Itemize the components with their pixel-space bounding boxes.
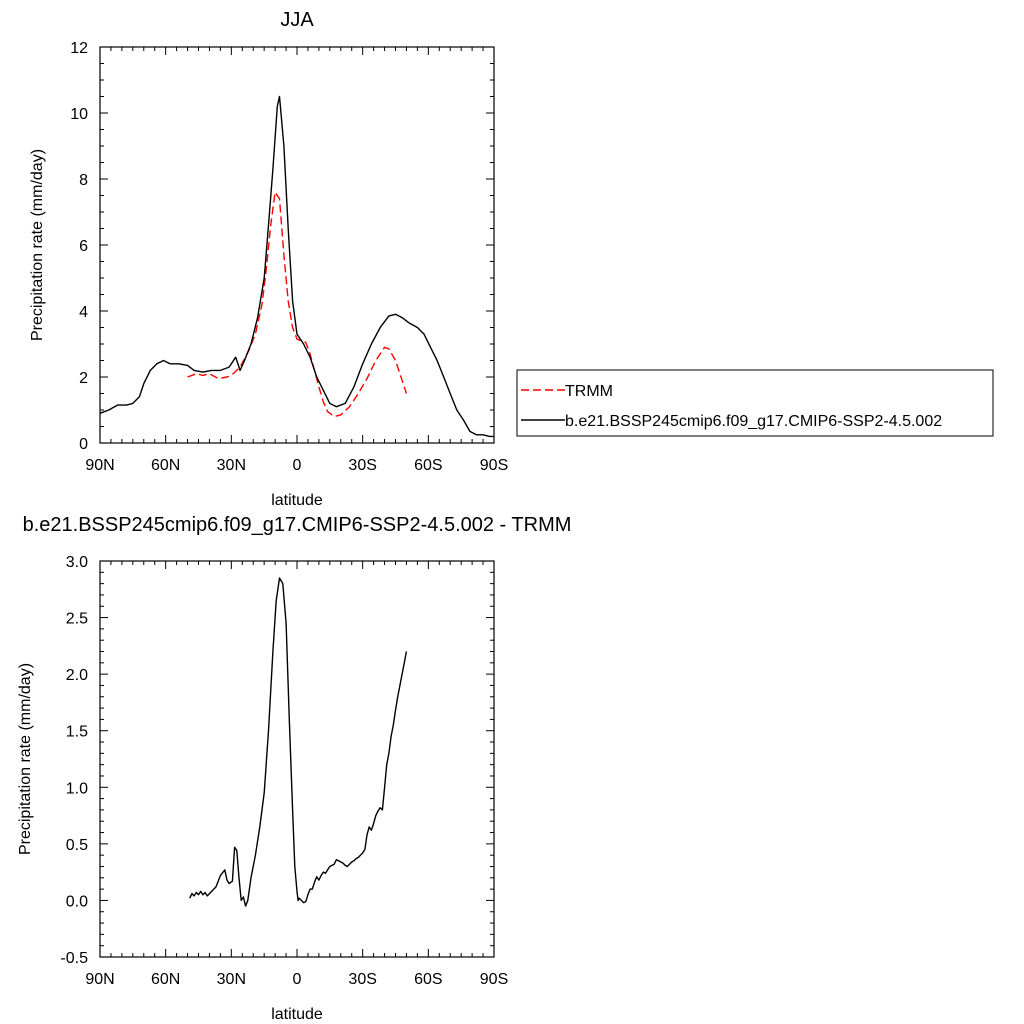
chart-panel-2: 90N 60N 30N 0 30S 60S 90S -0.5 0.0 0.5 1.0 1.5 2.0 2.… — [17, 514, 571, 1023]
legend-box — [516, 369, 994, 437]
x-tick-label: 90N — [85, 971, 114, 988]
x-tick-label: 60S — [414, 457, 442, 474]
x-tick-label: 60N — [151, 457, 180, 474]
chart-panel-1: 90N 60N 30N 0 30S 60S 90S 0 2 4 6 8 10 12 JJA latitude P… — [29, 9, 994, 509]
x-tick-label: 30S — [348, 457, 376, 474]
y-tick-label: 1.0 — [66, 780, 88, 797]
x-tick-label: 60N — [151, 971, 180, 988]
x-tick-label: 0 — [293, 457, 302, 474]
y-tick-label: 4 — [79, 304, 88, 321]
y-tick-label: 2 — [79, 370, 88, 387]
x-tick-label: 90S — [480, 971, 508, 988]
x-tick-label: 30N — [217, 457, 246, 474]
series-line-trmm — [187, 191, 408, 418]
series-line-b-e21-bssp245cmip6-f09-g17-cmip6-ssp2-4-5-002 — [100, 95, 494, 438]
y-tick-label: 3.0 — [66, 554, 88, 571]
y-tick-label: 8 — [79, 172, 88, 189]
x-axis-label: latitude — [271, 492, 323, 509]
y-tick-label: 2.0 — [66, 667, 88, 684]
x-axis-label: latitude — [271, 1006, 323, 1023]
series-line-1 — [189, 577, 408, 907]
legend-label: b.e21.BSSP245cmip6.f09_g17.CMIP6-SSP2-4.… — [565, 413, 942, 430]
legend-label: TRMM — [565, 383, 613, 400]
y-tick-label: -0.5 — [60, 950, 88, 967]
y-tick-label: 10 — [70, 106, 88, 123]
x-tick-label: 0 — [293, 971, 302, 988]
legend: TRMM b.e21.BSSP245cmip6.f09_g17.CMIP6-SSP… — [516, 369, 994, 437]
plot-frame — [99, 46, 495, 444]
x-tick-label: 30S — [348, 971, 376, 988]
y-tick-label: 2.5 — [66, 611, 88, 628]
x-tick-label: 30N — [217, 971, 246, 988]
y-tick-label: 6 — [79, 238, 88, 255]
y-tick-label: 12 — [70, 40, 88, 57]
y-axis-label: Precipitation rate (mm/day) — [29, 149, 46, 341]
chart-title: b.e21.BSSP245cmip6.f09_g17.CMIP6-SSP2-4.… — [23, 514, 572, 536]
x-tick-label: 90S — [480, 457, 508, 474]
x-tick-label: 60S — [414, 971, 442, 988]
chart-title: JJA — [280, 9, 314, 31]
y-axis-label: Precipitation rate (mm/day) — [17, 663, 34, 855]
y-tick-label: 0.0 — [66, 893, 88, 910]
x-tick-label: 90N — [85, 457, 114, 474]
y-tick-label: 0 — [79, 436, 88, 453]
y-tick-label: 0.5 — [66, 837, 88, 854]
plot-frame — [99, 560, 495, 958]
y-tick-label: 1.5 — [66, 724, 88, 741]
